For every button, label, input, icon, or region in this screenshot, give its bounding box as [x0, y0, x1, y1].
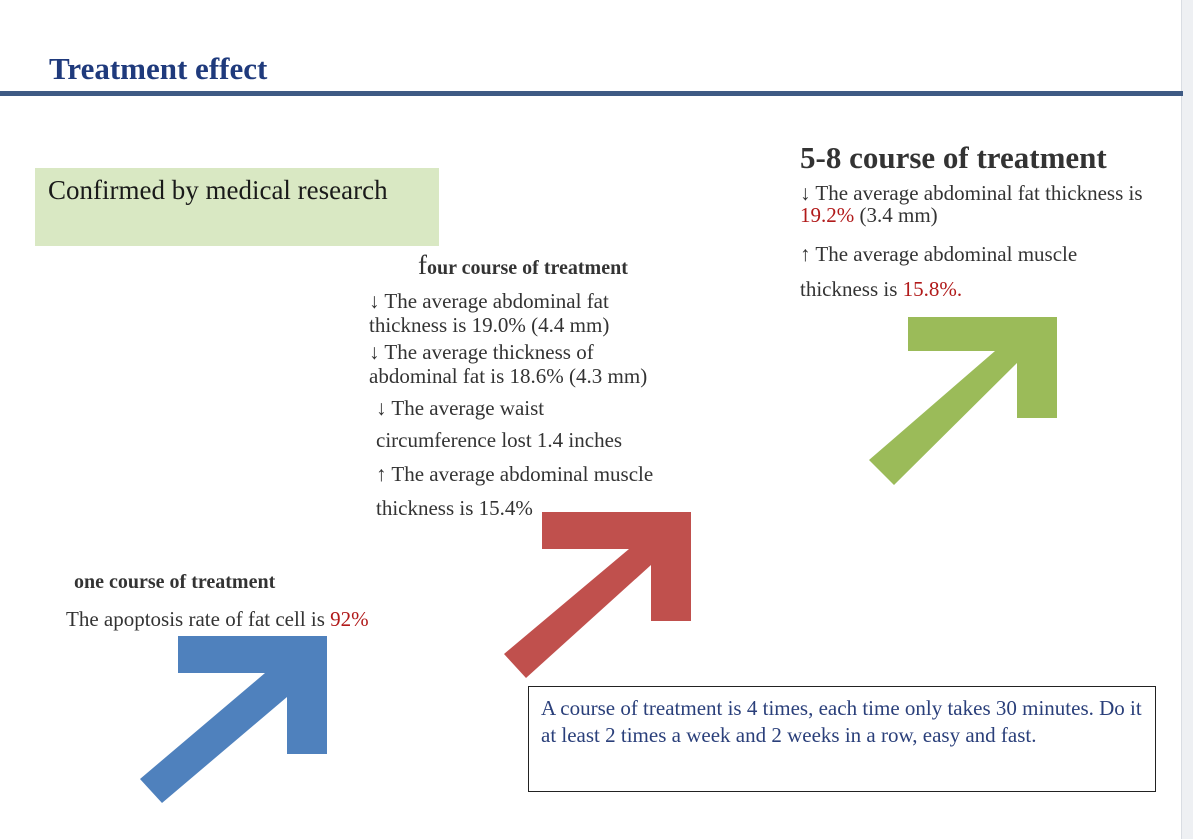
four-course-heading: four course of treatment [418, 250, 628, 280]
four-course-line2a: ↓ The average thickness of [369, 340, 594, 364]
five-eight-course-line1a: ↓ The average abdominal fat thickness is [800, 181, 1143, 205]
five-eight-course-line2b-prefix: thickness is [800, 277, 903, 301]
four-course-heading-initial: f [418, 250, 427, 280]
blue-arrow-icon [140, 636, 327, 803]
four-course-line2b: abdominal fat is 18.6% (4.3 mm) [369, 364, 648, 388]
four-course-line3a: ↓ The average waist [376, 396, 545, 420]
four-course-line3b: circumference lost 1.4 inches [376, 428, 623, 452]
five-eight-course-line1b-rest: (3.4 mm) [854, 203, 938, 227]
five-eight-course-value1: 19.2% [800, 203, 855, 227]
five-eight-course-value2: 15.8%. [902, 277, 963, 301]
one-course-heading: one course of treatment [74, 571, 276, 593]
one-course-line-text: The apoptosis rate of fat cell is [66, 607, 331, 631]
red-arrow-icon [504, 512, 691, 678]
five-eight-course-line2a: ↑ The average abdominal muscle [800, 242, 1078, 266]
title-divider [0, 91, 1183, 96]
four-course-line3: ↓ The average waist circumference lost 1.… [376, 392, 622, 456]
research-badge: Confirmed by medical research [35, 168, 439, 246]
four-course-line4: ↑ The average abdominal muscle thickness … [376, 457, 653, 525]
page-title: Treatment effect [49, 51, 268, 86]
green-arrow-icon [869, 317, 1057, 485]
course-info-note: A course of treatment is 4 times, each t… [528, 686, 1156, 792]
five-eight-course-line2: ↑ The average abdominal muscle thickness … [800, 237, 1077, 307]
four-course-line4a: ↑ The average abdominal muscle [376, 462, 654, 486]
four-course-line1: ↓ The average abdominal fat thickness is … [369, 289, 609, 337]
five-eight-course-line1: ↓ The average abdominal fat thickness is… [800, 182, 1143, 226]
research-badge-text: Confirmed by medical research [48, 175, 388, 205]
four-course-line4b: thickness is 15.4% [376, 496, 533, 520]
four-course-line2: ↓ The average thickness of abdominal fat … [369, 340, 647, 388]
page-edge [1181, 0, 1193, 839]
one-course-line: The apoptosis rate of fat cell is 92% [66, 607, 369, 631]
four-course-line1b: thickness is 19.0% (4.4 mm) [369, 313, 610, 337]
one-course-value: 92% [330, 607, 369, 631]
four-course-line1a: ↓ The average abdominal fat [369, 289, 609, 313]
four-course-heading-rest: our course of treatment [427, 257, 628, 279]
five-eight-course-heading: 5-8 course of treatment [800, 140, 1107, 175]
